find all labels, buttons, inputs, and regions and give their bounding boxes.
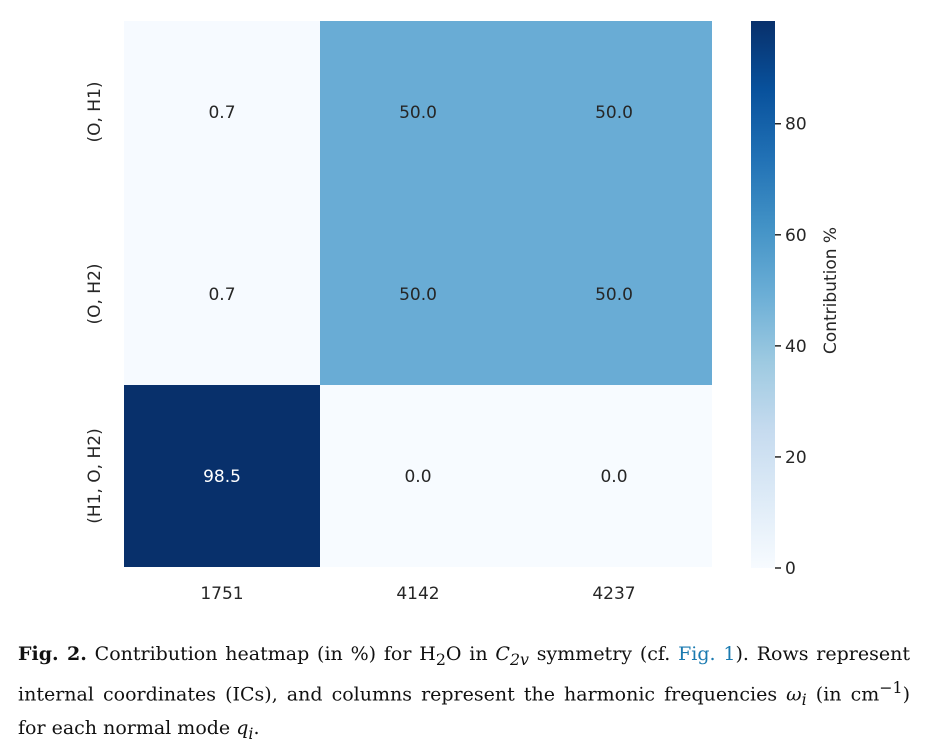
colorbar-tick-label: 20 — [785, 448, 807, 468]
cell-value-label: 50.0 — [595, 103, 633, 123]
row-tick-label: (O, H1) — [85, 81, 105, 142]
row-tick-label: (O, H2) — [85, 263, 105, 324]
colorbar-gradient — [751, 21, 775, 568]
heatmap-figure: 0.7 50.0 50.0 0.7 50.0 50.0 98.5 0.0 0.0 (O, H1)… — [85, 21, 841, 604]
caption-label: Fig. 2. — [18, 643, 87, 665]
caption-symmetry-sub: 2v — [509, 649, 529, 669]
heatmap-cell — [516, 385, 712, 567]
heatmap-cell — [124, 21, 320, 203]
caption-text-3: symmetry (cf. — [528, 643, 679, 665]
colorbar-ticks: 0 20 40 60 80 — [775, 115, 807, 579]
heatmap-cell — [124, 203, 320, 385]
colorbar-tick-label: 0 — [785, 559, 796, 579]
caption-q-sub: i — [248, 723, 254, 743]
caption-text-4: ). Rows represent internal coordinates (… — [18, 643, 910, 706]
cell-value-label: 0.7 — [208, 285, 235, 305]
cell-value-label: 50.0 — [595, 285, 633, 305]
column-tick-label: 1751 — [200, 584, 243, 604]
caption-text-2: O in — [445, 643, 496, 665]
cell-value-label: 0.7 — [208, 103, 235, 123]
row-labels: (O, H1) (O, H2) (H1, O, H2) — [85, 81, 105, 523]
row-tick-label: (H1, O, H2) — [85, 428, 105, 523]
caption-omega: ω — [786, 683, 802, 706]
colorbar: 0 20 40 60 80 Contribution % — [751, 21, 841, 579]
figure-caption: Fig. 2. Contribution heatmap (in %) for … — [18, 640, 910, 748]
column-labels: 1751 4142 4237 — [200, 584, 635, 604]
cell-labels: 0.7 50.0 50.0 0.7 50.0 50.0 98.5 0.0 0.0 — [203, 103, 633, 487]
caption-symmetry: C — [495, 643, 510, 665]
caption-text-5: (in cm — [806, 683, 880, 706]
column-tick-label: 4142 — [396, 584, 439, 604]
caption-q: q — [236, 716, 249, 739]
cell-value-label: 50.0 — [399, 285, 437, 305]
cell-value-label: 0.0 — [600, 467, 627, 487]
colorbar-label: Contribution % — [821, 227, 841, 354]
heatmap-cell — [320, 385, 516, 567]
cell-value-label: 50.0 — [399, 103, 437, 123]
colorbar-tick-label: 60 — [785, 226, 807, 246]
figure-1-link[interactable]: Fig. 1 — [678, 643, 736, 665]
column-tick-label: 4237 — [592, 584, 635, 604]
heatmap-cell — [320, 203, 516, 385]
cell-value-label: 0.0 — [404, 467, 431, 487]
caption-text-6: ) for each normal mode — [18, 683, 911, 739]
caption-omega-sub: i — [801, 689, 807, 709]
caption-sub-1: 2 — [435, 649, 446, 669]
heatmap-cells — [124, 21, 712, 567]
heatmap-cell — [320, 21, 516, 203]
colorbar-tick-label: 80 — [785, 115, 807, 135]
caption-text-1: Contribution heatmap (in %) for H — [94, 643, 436, 665]
heatmap-cell — [516, 203, 712, 385]
heatmap-cell — [124, 385, 320, 567]
heatmap-cell — [516, 21, 712, 203]
caption-sup: −1 — [879, 677, 903, 697]
colorbar-tick-label: 40 — [785, 337, 807, 357]
caption-text-7: . — [253, 716, 260, 739]
cell-value-label: 98.5 — [203, 467, 241, 487]
